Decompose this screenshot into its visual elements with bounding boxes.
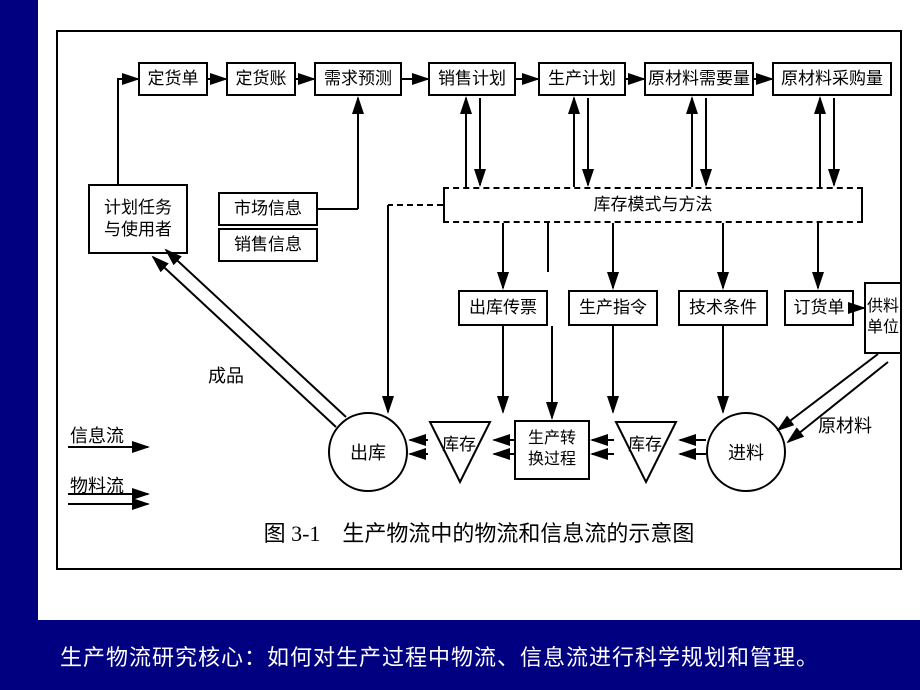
left-strip [0,0,38,620]
node-demand-forecast: 需求预测 [314,62,402,96]
diagram-frame: 定货单 定货账 需求预测 销售计划 生产计划 原材料需要量 原材料采购量 计划任… [56,30,902,570]
label-material-flow: 物料流 [70,472,124,498]
node-out-ticket: 出库传票 [458,290,548,326]
node-conversion: 生产转 换过程 [514,420,590,480]
conv-l2: 换过程 [528,450,576,471]
label-finished: 成品 [208,362,244,388]
stock1-label: 库存 [442,430,476,455]
node-order-form2: 订货单 [784,290,854,326]
stock2-label: 库存 [628,430,662,455]
diagram-caption: 图 3-1 生产物流中的物流和信息流的示意图 [58,516,900,548]
node-order-ledger: 定货账 [226,62,296,96]
node-stock-model: 库存模式与方法 [443,187,863,223]
label-raw: 原材料 [818,412,872,438]
plan-user-line2: 与使用者 [104,219,172,241]
diagram-area: 定货单 定货账 需求预测 销售计划 生产计划 原材料需要量 原材料采购量 计划任… [38,0,920,620]
footer-text: 生产物流研究核心：如何对生产过程中物流、信息流进行科学规划和管理。 [60,640,819,672]
node-sales-info: 销售信息 [218,228,318,262]
node-supplier: 供料 单位 [864,282,902,354]
node-plan-user: 计划任务 与使用者 [88,184,188,254]
node-raw-purchase: 原材料采购量 [772,62,892,96]
node-in-store: 进料 [706,412,786,492]
node-tech-cond: 技术条件 [678,290,768,326]
supplier-l2: 单位 [867,318,899,339]
node-market-info: 市场信息 [218,192,318,226]
node-raw-need: 原材料需要量 [644,62,754,96]
node-order-form: 定货单 [138,62,208,96]
plan-user-line1: 计划任务 [104,197,172,219]
node-prod-plan: 生产计划 [538,62,626,96]
label-info-flow: 信息流 [70,422,124,448]
node-prod-order: 生产指令 [568,290,658,326]
supplier-l1: 供料 [867,297,899,318]
node-sales-plan: 销售计划 [428,62,516,96]
node-out-store: 出库 [328,412,408,492]
conv-l1: 生产转 [528,429,576,450]
